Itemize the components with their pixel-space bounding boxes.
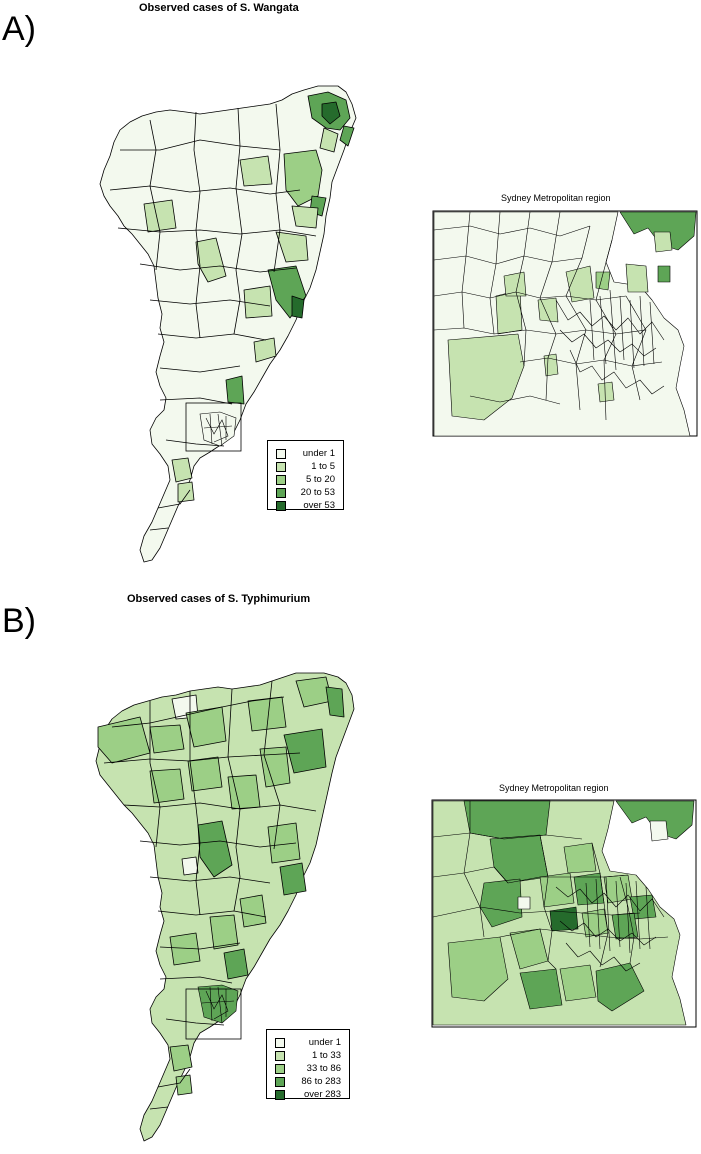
panel-letter: A) bbox=[2, 10, 36, 48]
legend-swatch bbox=[276, 500, 286, 511]
legend-label: over 283 bbox=[304, 1089, 341, 1100]
inset-title: Sydney Metropolitan region bbox=[501, 193, 611, 203]
legend-item: under 1 bbox=[276, 447, 335, 460]
legend-item: 1 to 33 bbox=[275, 1049, 341, 1062]
legend: under 1 1 to 5 5 to 20 20 to 53 over 53 bbox=[267, 440, 344, 512]
nsw-region-map bbox=[95, 672, 355, 1142]
legend-item: under 1 bbox=[275, 1036, 341, 1049]
legend-item: 5 to 20 bbox=[276, 473, 335, 486]
legend-swatch bbox=[275, 1050, 285, 1061]
legend-swatch bbox=[276, 487, 286, 498]
legend-label: 1 to 5 bbox=[311, 461, 335, 472]
legend-swatch bbox=[276, 448, 286, 459]
legend-swatch bbox=[276, 474, 286, 485]
inset-title: Sydney Metropolitan region bbox=[499, 783, 609, 793]
legend-swatch bbox=[276, 461, 286, 472]
inset-locator-box bbox=[185, 402, 242, 452]
map-b-svg bbox=[95, 672, 697, 1142]
legend-swatch bbox=[275, 1089, 285, 1100]
map-title: Observed cases of S. Wangata bbox=[139, 2, 299, 14]
legend-label: 86 to 283 bbox=[301, 1076, 341, 1087]
panel-b: B) Observed cases of S. Typhimurium Sydn… bbox=[0, 577, 701, 1154]
legend-item: over 283 bbox=[275, 1088, 341, 1101]
legend-label: under 1 bbox=[308, 1037, 341, 1048]
legend-item: 1 to 5 bbox=[276, 460, 335, 473]
legend-label: over 53 bbox=[303, 500, 335, 511]
legend-item: over 53 bbox=[276, 499, 335, 512]
legend-swatch bbox=[275, 1037, 285, 1048]
legend-label: 1 to 33 bbox=[311, 1050, 341, 1061]
metro-cluster bbox=[197, 984, 239, 1024]
inset-map bbox=[431, 799, 697, 1028]
legend-item: 86 to 283 bbox=[275, 1075, 341, 1088]
legend-item: 20 to 53 bbox=[276, 486, 335, 499]
legend-label: under 1 bbox=[302, 448, 335, 459]
legend: under 1 1 to 33 33 to 86 86 to 283 over … bbox=[266, 1029, 350, 1101]
inset-map bbox=[432, 210, 698, 437]
legend-item: 33 to 86 bbox=[275, 1062, 341, 1075]
map-a-svg bbox=[99, 85, 698, 563]
panel-a: A) Observed cases of S. Wangata Sydney M… bbox=[2, 2, 698, 563]
metro-cluster bbox=[199, 411, 237, 447]
inset-locator-box bbox=[185, 988, 242, 1040]
legend-label: 20 to 53 bbox=[300, 487, 335, 498]
nsw-region-map bbox=[99, 85, 357, 563]
legend-label: 33 to 86 bbox=[306, 1063, 341, 1074]
map-title: Observed cases of S. Typhimurium bbox=[127, 593, 311, 605]
panel-letter: B) bbox=[2, 602, 36, 640]
legend-swatch bbox=[275, 1063, 285, 1074]
legend-label: 5 to 20 bbox=[305, 474, 335, 485]
legend-swatch bbox=[275, 1076, 285, 1087]
